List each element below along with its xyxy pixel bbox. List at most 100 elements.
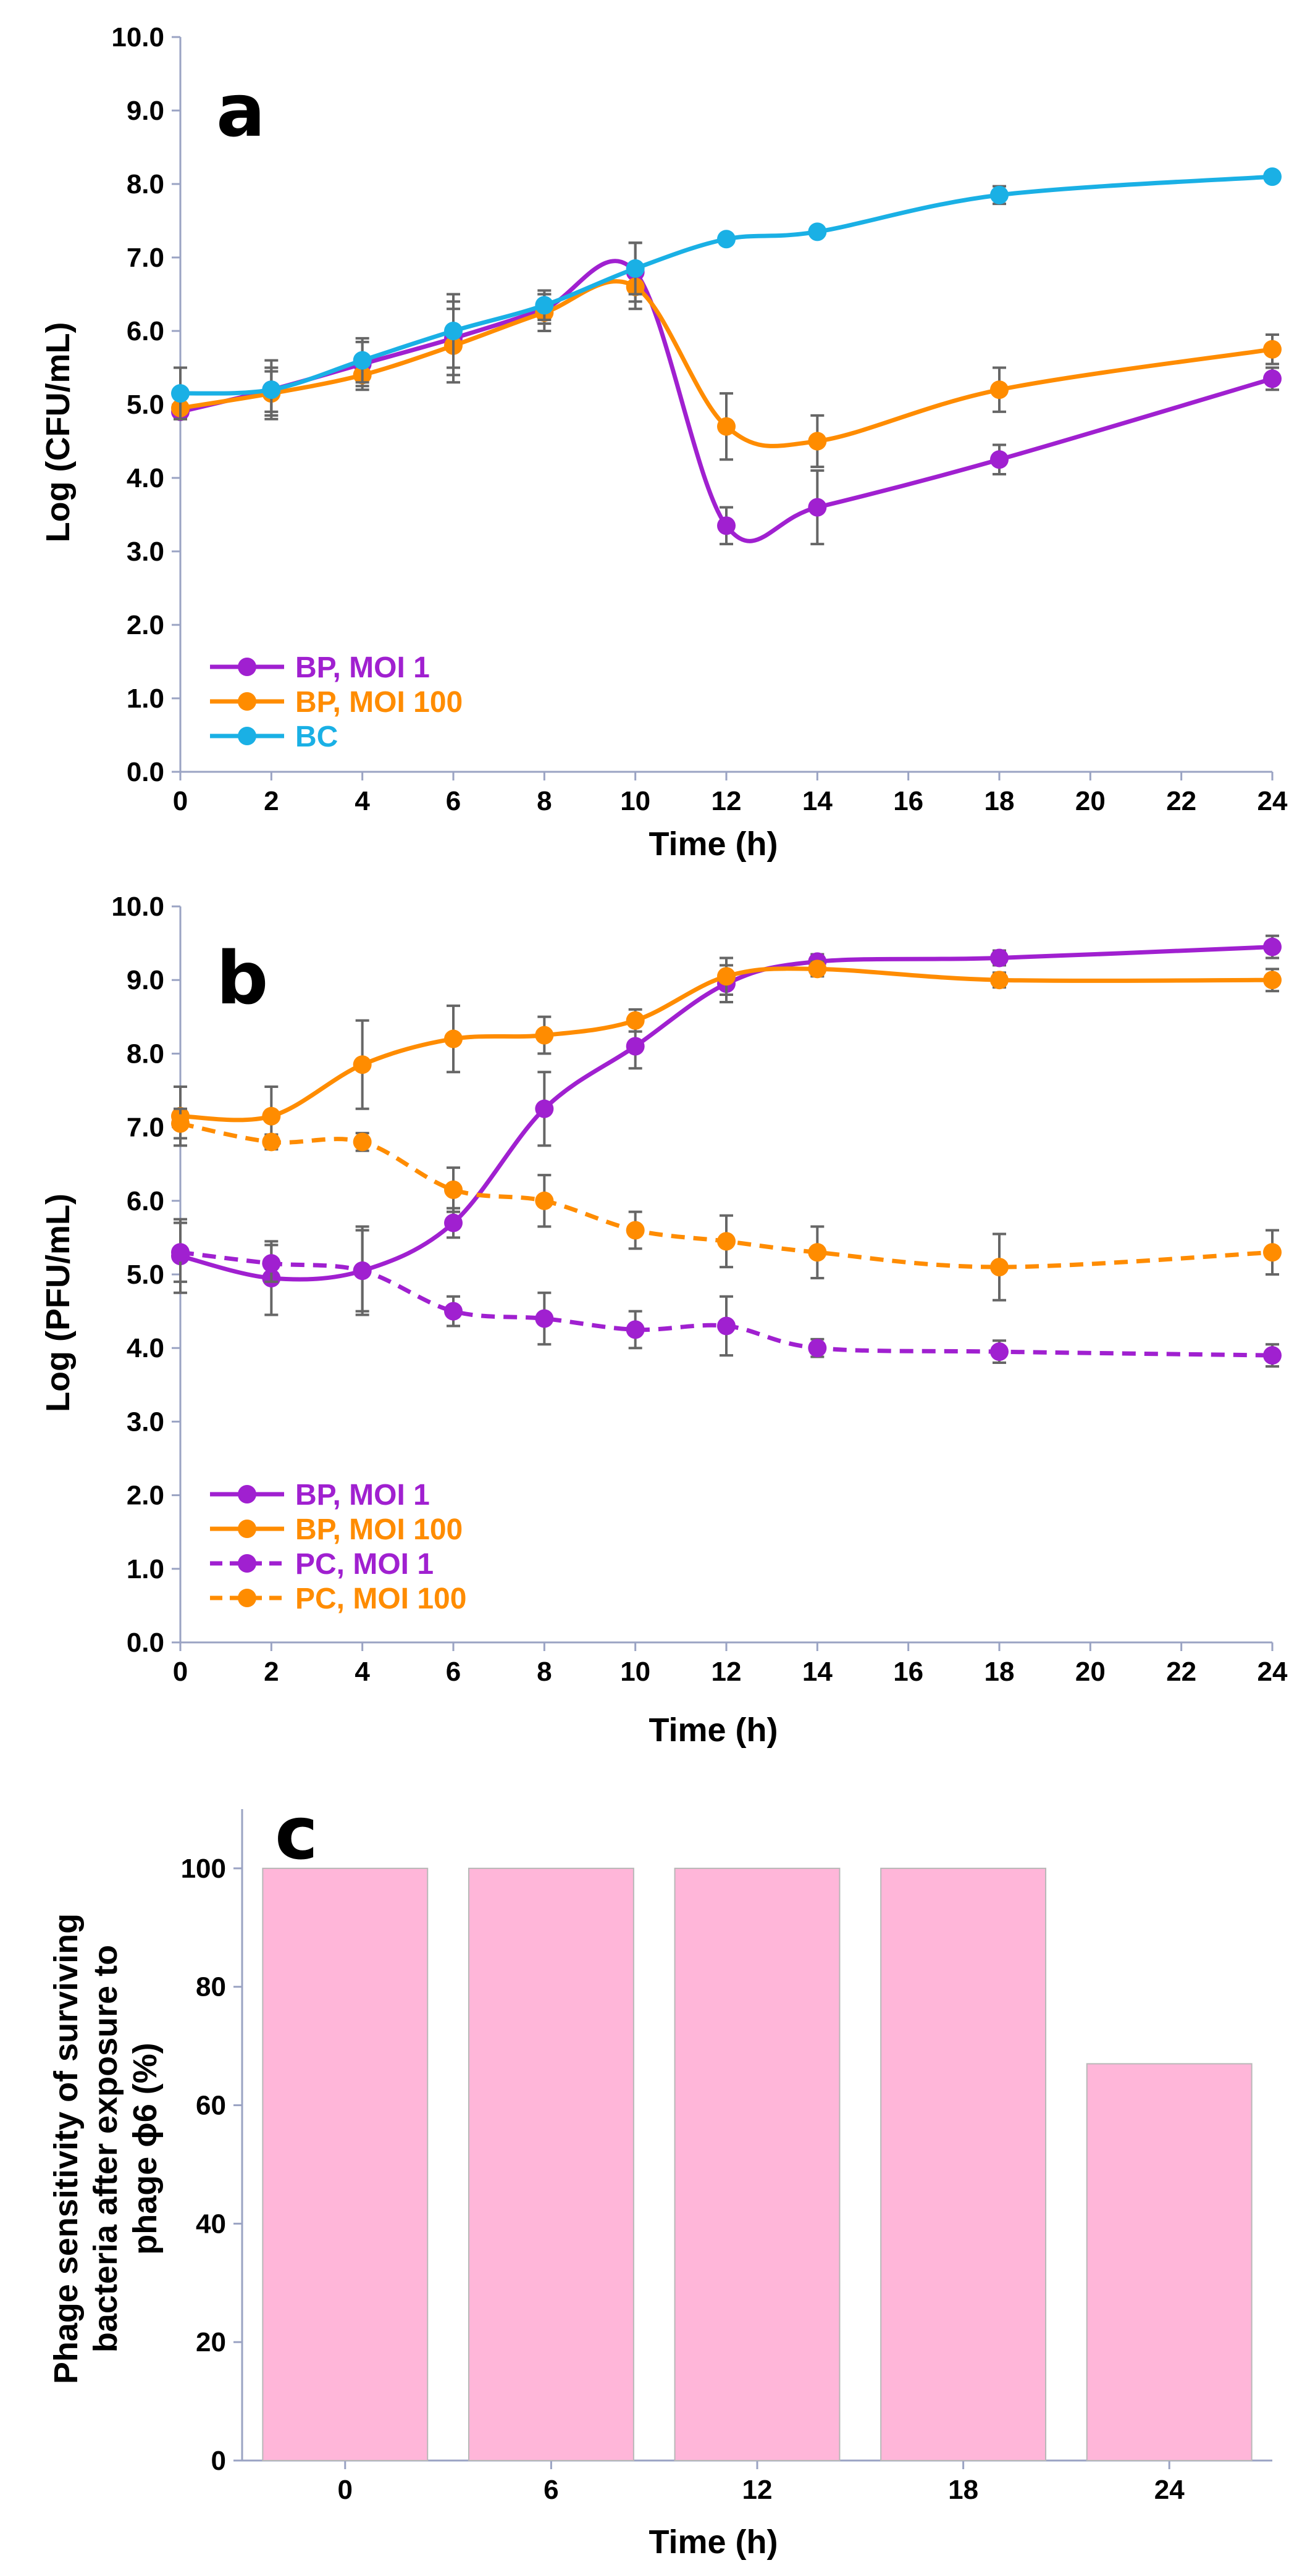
- legend-item: BP, MOI 100: [210, 686, 463, 719]
- data-point: [990, 185, 1009, 204]
- panel-b-y-tick-label: 2.0: [127, 1481, 164, 1511]
- panel-c-x-tick-label: 24: [1154, 2475, 1185, 2505]
- panel-c-y-axis-label-line-1: Phage sensitivity of surviving: [48, 1913, 85, 2384]
- panel-b-y-tick-label: 3.0: [127, 1407, 164, 1437]
- data-point: [171, 1114, 190, 1133]
- panel-b-series-2: [171, 956, 1282, 1147]
- legend-marker: [238, 1520, 256, 1538]
- legend-item: BP, MOI 1: [210, 1479, 430, 1512]
- data-point: [808, 1243, 827, 1262]
- panel-a: a 0.01.02.03.04.05.06.07.08.09.010.00 2 4 6…: [40, 22, 1288, 863]
- data-point: [808, 432, 827, 451]
- data-point: [808, 222, 827, 241]
- panel-a-y-tick-label: 3.0: [127, 537, 164, 567]
- panel-a-x-axis-label: Time (h): [649, 826, 778, 863]
- data-point: [535, 1309, 554, 1328]
- panel-a-x-tick-label: 6: [446, 786, 461, 816]
- data-point: [990, 1258, 1009, 1277]
- panel-c-y-tick-label: 20: [196, 2327, 226, 2357]
- panel-c-y-axis-label: Phage sensitivity of surviving bacteria …: [48, 1913, 164, 2384]
- panel-c-y-tick-label: 80: [196, 1972, 226, 2002]
- data-point: [990, 450, 1009, 469]
- panel-b-x-tick-label: 22: [1166, 1657, 1196, 1687]
- panel-b-y-tick-label: 8.0: [127, 1039, 164, 1069]
- data-point: [626, 259, 645, 278]
- data-point: [353, 1132, 372, 1152]
- legend-marker: [238, 658, 256, 676]
- panel-a-y-tick-label: 9.0: [127, 96, 164, 126]
- panel-b-x-tick-label: 24: [1258, 1657, 1288, 1687]
- panel-c-y-tick-label: 100: [181, 1854, 226, 1884]
- data-point: [444, 1180, 463, 1199]
- data-point: [1263, 1243, 1282, 1262]
- data-point: [626, 1320, 645, 1339]
- panel-a-x-tick-label: 16: [893, 786, 923, 816]
- legend-item: PC, MOI 100: [210, 1583, 466, 1615]
- panel-b-y-tick-label: 1.0: [127, 1554, 164, 1584]
- panel-b-x-tick-label: 4: [355, 1657, 370, 1687]
- panel-b-x-tick-label: 0: [173, 1657, 188, 1687]
- panel-a-x-tick-label: 24: [1258, 786, 1288, 816]
- data-point: [1263, 1346, 1282, 1365]
- data-point: [262, 1254, 281, 1273]
- panel-a-series-3: [171, 167, 1282, 420]
- panel-b-x-tick-label: 12: [712, 1657, 742, 1687]
- panel-c-y-axis-label-line-2: bacteria after exposure to: [87, 1945, 124, 2352]
- legend-marker: [238, 1589, 256, 1607]
- panel-b-x-tick-label: 20: [1075, 1657, 1106, 1687]
- data-point: [626, 1011, 645, 1030]
- legend-label: BP, MOI 100: [295, 686, 463, 719]
- data-point: [444, 1029, 463, 1048]
- data-point: [717, 967, 736, 986]
- legend-item: BC: [210, 721, 338, 753]
- legend-marker: [238, 727, 256, 745]
- data-point: [1263, 369, 1282, 388]
- data-point: [990, 948, 1009, 968]
- data-point: [626, 1221, 645, 1240]
- panel-a-y-tick-label: 6.0: [127, 316, 164, 346]
- panel-a-x-tick-label: 4: [355, 786, 370, 816]
- panel-b-series-4: [171, 1107, 1282, 1302]
- data-point: [262, 380, 281, 399]
- legend-item: PC, MOI 1: [210, 1548, 434, 1581]
- legend-label: BP, MOI 1: [295, 651, 430, 684]
- panel-b-x-tick-label: 16: [893, 1657, 923, 1687]
- panel-a-y-axis-label: Log (CFU/mL): [40, 322, 77, 543]
- data-point: [717, 1232, 736, 1251]
- panel-b-y-axis-label: Log (PFU/mL): [40, 1194, 77, 1412]
- panel-b-x-tick-label: 10: [620, 1657, 650, 1687]
- data-point: [262, 1106, 281, 1126]
- panel-b-x-tick-label: 8: [537, 1657, 552, 1687]
- panel-b-y-tick-label: 4.0: [127, 1333, 164, 1363]
- panel-c-x-axis-label: Time (h): [649, 2524, 778, 2561]
- panel-a-y-tick-label: 8.0: [127, 169, 164, 199]
- panel-b-series-3: [171, 1221, 1282, 1368]
- data-point: [990, 1342, 1009, 1361]
- panel-b: b 0.01.02.03.04.05.06.07.08.09.010.00 2 4 6…: [40, 892, 1288, 1749]
- series-line: [180, 945, 1273, 1282]
- data-point: [990, 380, 1009, 399]
- data-point: [171, 384, 190, 403]
- panel-a-y-tick-label: 2.0: [127, 610, 164, 640]
- panel-b-y-tick-label: 0.0: [127, 1628, 164, 1658]
- bar: [1086, 2063, 1253, 2462]
- panel-a-x-tick-label: 14: [802, 786, 833, 816]
- data-point: [1263, 971, 1282, 990]
- legend-marker: [238, 692, 256, 711]
- data-point: [808, 960, 827, 979]
- legend-marker: [238, 1485, 256, 1503]
- panel-a-y-tick-label: 4.0: [127, 463, 164, 493]
- panel-a-x-tick-label: 2: [264, 786, 279, 816]
- data-point: [717, 1316, 736, 1336]
- panel-c-x-tick-label: 6: [544, 2475, 558, 2505]
- panel-b-x-tick-label: 18: [985, 1657, 1015, 1687]
- panel-a-y-tick-label: 0.0: [127, 757, 164, 787]
- data-point: [535, 1026, 554, 1045]
- panel-b-y-tick-label: 7.0: [127, 1113, 164, 1143]
- data-point: [262, 1132, 281, 1152]
- data-point: [535, 1099, 554, 1118]
- panel-a-x-tick-label: 12: [712, 786, 742, 816]
- series-line: [180, 174, 1273, 396]
- panel-a-y-tick-label: 1.0: [127, 684, 164, 714]
